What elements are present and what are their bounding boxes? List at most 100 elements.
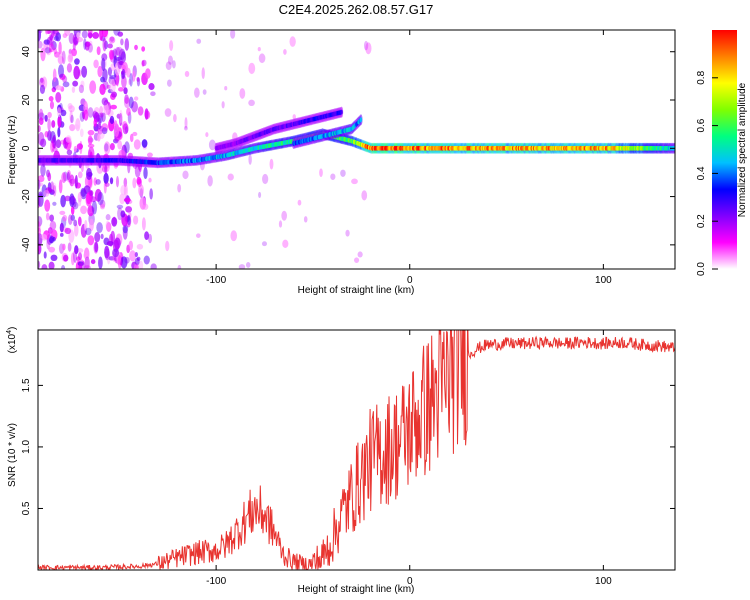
noise-speck [109,177,114,185]
noise-speck [297,199,302,206]
noise-speck [70,114,74,124]
snr-y-ticks: 0.5 1.0 1.5 [21,378,675,515]
noise-speck [105,214,111,221]
noise-speck [357,251,363,258]
snr-multiplier: (x104) [6,327,18,354]
noise-speck [184,70,190,77]
noise-speck [38,233,43,246]
noise-speck [150,91,156,97]
noise-speck [74,174,78,189]
noise-speck [40,47,46,62]
noise-speck [111,91,117,98]
noise-speck [68,49,72,54]
noise-speck [53,47,58,55]
noise-speck [97,127,103,135]
noise-speck [169,40,174,51]
noise-speck [87,205,95,217]
noise-speck [120,256,128,269]
spectrogram-y-ticks: -40 -20 0 20 40 [21,46,675,252]
noise-speck [61,264,66,269]
noise-speck [135,264,139,269]
noise-speck [97,133,101,142]
noise-speck [52,201,57,206]
noise-speck [47,111,52,119]
noise-speck [103,172,109,185]
noise-speck [49,43,55,53]
noise-speck [62,171,68,182]
feature-1-core [214,109,343,151]
noise-speck [112,48,118,60]
noise-speck [38,260,41,269]
noise-speck [278,220,283,228]
noise-speck [149,188,153,200]
colorbar-tick-label: 0.6 [696,118,707,132]
noise-speck [141,139,148,148]
noise-speck [118,87,124,92]
noise-speck [40,163,46,177]
noise-speck [48,261,55,269]
noise-speck [58,41,62,55]
noise-speck [55,91,62,103]
noise-speck [137,178,143,188]
spectrogram-x-label: Height of straight line (km) [298,285,415,296]
noise-speck [95,114,101,122]
noise-speck [120,64,126,71]
noise-speck [106,222,112,233]
noise-speck [65,135,72,144]
noise-speck [261,241,268,247]
noise-speck [101,57,106,72]
noise-speck [105,220,110,230]
noise-speck [230,30,236,39]
noise-speck [134,164,141,178]
noise-speck [126,107,131,116]
noise-speck [248,154,252,165]
noise-speck [129,250,136,262]
noise-speck [87,143,95,148]
noise-speck [97,65,103,78]
noise-speck [123,97,131,109]
noise-speck [248,62,256,75]
noise-speck [224,86,228,91]
noise-speck [208,139,216,151]
noise-speck [227,173,234,181]
noise-speck [90,259,96,265]
noise-speck [99,83,106,96]
noise-speck [67,242,72,252]
noise-speck [95,178,101,185]
noise-speck [73,65,81,80]
noise-speck [120,38,124,46]
snr-x-ticks: -100 0 100 [206,330,612,587]
spectrogram-frame [37,29,676,270]
noise-speck [245,261,251,268]
noise-speck [124,94,129,105]
noise-speck [74,58,80,65]
noise-speck [303,216,308,223]
noise-speck [115,176,119,188]
noise-speck [136,243,144,250]
noise-speck [38,175,45,183]
noise-speck [143,166,148,179]
noise-speck [104,182,110,187]
noise-speck [115,72,120,87]
noise-speck [51,120,56,128]
noise-speck [173,114,177,123]
noise-speck [44,114,48,122]
noise-speck [182,170,189,180]
noise-speck [64,227,72,235]
noise-speck [207,175,213,187]
noise-speck [50,254,58,262]
noise-speck [87,107,94,118]
noise-speck [258,53,266,64]
noise-speck [84,219,88,232]
noise-speck [262,173,269,185]
noise-speck [48,48,53,53]
x-tick-label: 0 [407,275,413,286]
noise-speck [99,106,104,114]
noise-speck [57,116,62,128]
noise-speck [116,46,123,57]
noise-speck [78,198,82,207]
noise-speck [109,36,115,42]
noise-speck [113,123,120,137]
noise-speck [73,219,78,227]
